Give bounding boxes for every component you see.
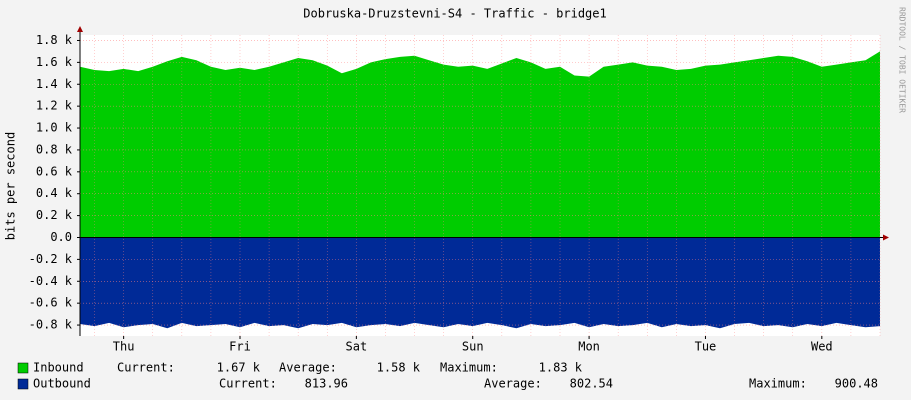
y-tick-label: -0.2 k xyxy=(29,252,73,266)
y-tick-label: 0.0 xyxy=(50,230,72,244)
legend-stat-label: Maximum: xyxy=(440,361,498,375)
legend-stat-label: Current: xyxy=(117,361,175,375)
x-tick-label: Sun xyxy=(462,340,484,354)
y-tick-label: 1.4 k xyxy=(36,77,73,91)
y-tick-label: -0.4 k xyxy=(29,274,73,288)
y-tick-label: -0.8 k xyxy=(29,318,73,332)
legend-stat-label: Current: xyxy=(219,377,277,391)
y-axis-label: bits per second xyxy=(4,132,18,240)
legend-swatch xyxy=(17,362,29,374)
legend-stat-label: Average: xyxy=(484,377,542,391)
area-inbound xyxy=(80,51,880,238)
x-tick-label: Fri xyxy=(229,340,251,354)
y-axis-arrow xyxy=(77,26,83,32)
legend-stat-value: 1.58 k xyxy=(377,361,421,375)
y-tick-label: 1.6 k xyxy=(36,55,73,69)
y-tick-label: 1.8 k xyxy=(36,33,73,47)
watermark: RRDTOOL / TOBI OETIKER xyxy=(898,7,907,113)
legend-swatch xyxy=(17,378,29,390)
y-tick-label: 0.8 k xyxy=(36,142,73,156)
y-tick-label: 0.2 k xyxy=(36,208,73,222)
legend-stat-value: 1.67 k xyxy=(217,361,261,375)
legend-stat-label: Average: xyxy=(279,361,337,375)
legend-label: Inbound xyxy=(33,361,84,375)
x-axis-arrow xyxy=(883,234,889,241)
y-tick-label: 0.6 k xyxy=(36,164,73,178)
legend-stat-value: 802.54 xyxy=(570,377,613,391)
legend-stat-value: 1.83 k xyxy=(539,361,583,375)
legend-stat-value: 813.96 xyxy=(305,377,348,391)
y-tick-label: 0.4 k xyxy=(36,186,73,200)
x-tick-label: Sat xyxy=(346,340,368,354)
legend-label: Outbound xyxy=(33,377,91,391)
chart-title: Dobruska-Druzstevni-S4 - Traffic - bridg… xyxy=(303,7,606,21)
legend-stat-value: 900.48 xyxy=(835,377,878,391)
y-tick-label: 1.2 k xyxy=(36,99,73,113)
x-tick-label: Mon xyxy=(578,340,600,354)
y-tick-label: 1.0 k xyxy=(36,121,73,135)
x-tick-label: Tue xyxy=(695,340,717,354)
x-tick-label: Wed xyxy=(811,340,833,354)
x-tick-label: Thu xyxy=(113,340,135,354)
legend-stat-label: Maximum: xyxy=(749,377,807,391)
y-tick-label: -0.6 k xyxy=(29,296,73,310)
area-outbound xyxy=(80,237,880,329)
